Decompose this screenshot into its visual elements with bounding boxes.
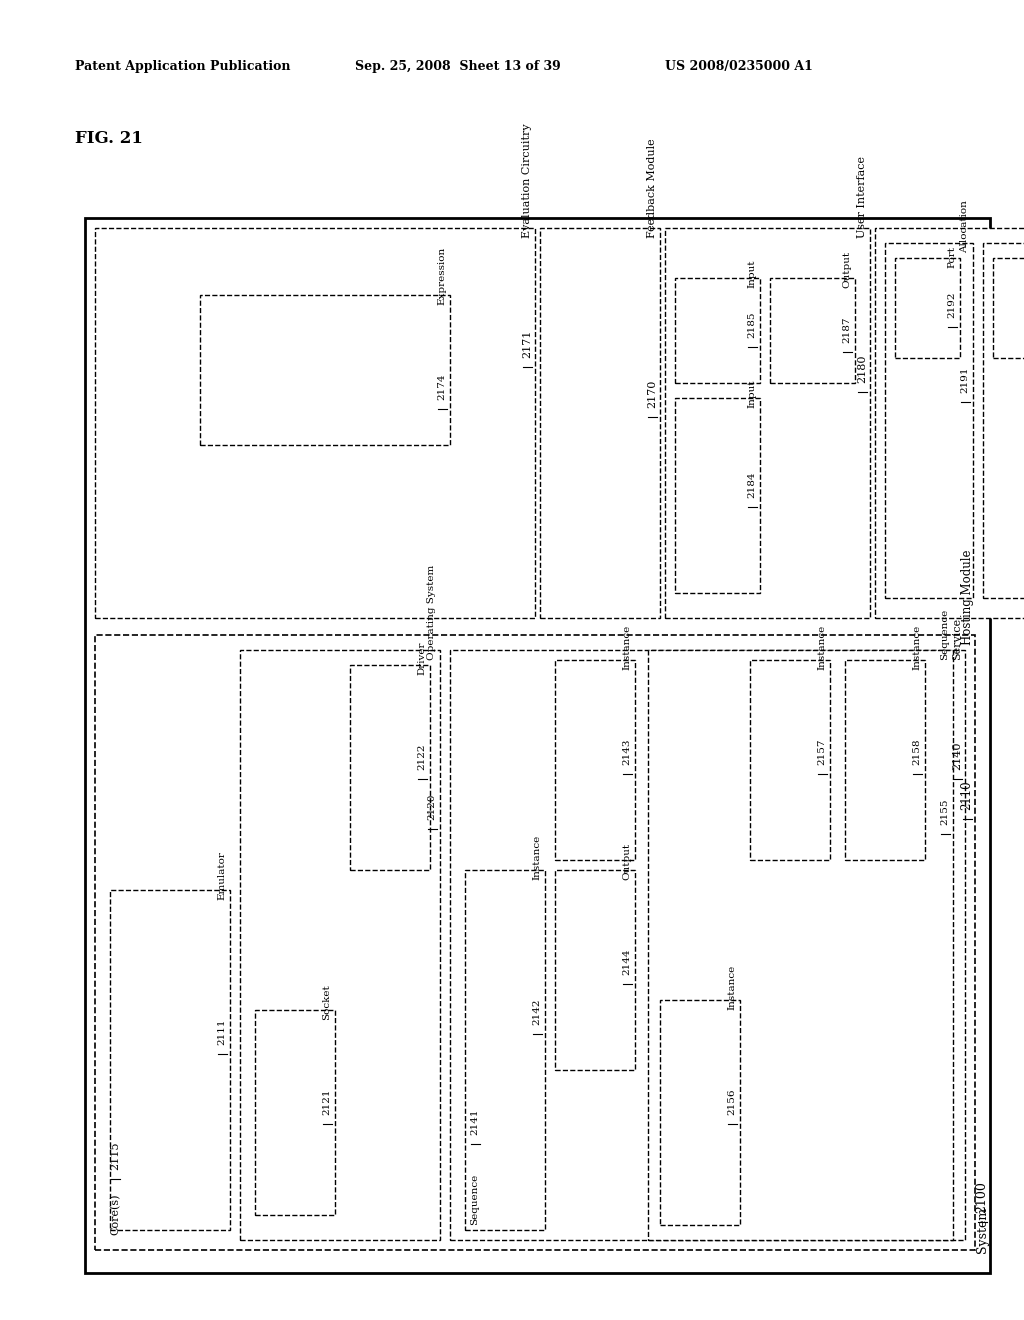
Text: Operating System: Operating System xyxy=(427,565,436,660)
Bar xyxy=(110,890,230,1230)
Text: 2187: 2187 xyxy=(843,317,852,343)
Bar xyxy=(555,870,635,1071)
Text: US 2008/0235000 A1: US 2008/0235000 A1 xyxy=(665,59,813,73)
Text: Allocation: Allocation xyxy=(961,201,970,253)
Bar xyxy=(665,228,870,618)
Bar xyxy=(255,1010,335,1214)
Bar xyxy=(465,870,545,1230)
Text: 2174: 2174 xyxy=(437,374,446,400)
Text: Instance: Instance xyxy=(623,624,632,671)
Text: Expression: Expression xyxy=(437,247,446,305)
Text: Emulator: Emulator xyxy=(217,851,226,900)
Text: 2111: 2111 xyxy=(217,1019,226,1045)
Text: 2184: 2184 xyxy=(748,471,757,498)
Text: Output: Output xyxy=(843,251,852,288)
Bar xyxy=(983,243,1024,598)
Text: Evaluation Circuitry: Evaluation Circuitry xyxy=(522,123,532,238)
Text: 2170: 2170 xyxy=(647,380,657,408)
Text: 2110: 2110 xyxy=(961,780,974,810)
Text: Instance: Instance xyxy=(817,624,826,671)
Bar xyxy=(770,279,855,383)
Text: Driver: Driver xyxy=(418,642,427,675)
Text: 2115: 2115 xyxy=(110,1142,120,1170)
Bar xyxy=(675,279,760,383)
Bar xyxy=(845,660,925,861)
Bar xyxy=(648,649,953,1239)
Text: 2142: 2142 xyxy=(532,998,542,1026)
Bar xyxy=(85,218,990,1272)
Bar xyxy=(750,660,830,861)
Text: 2141: 2141 xyxy=(470,1109,479,1135)
Text: Service: Service xyxy=(952,618,962,660)
Bar xyxy=(95,228,535,618)
Text: 2185: 2185 xyxy=(748,312,757,338)
Text: 2180: 2180 xyxy=(857,355,867,383)
Bar xyxy=(95,635,975,1250)
Text: 2121: 2121 xyxy=(323,1089,332,1115)
Bar xyxy=(450,649,965,1239)
Bar xyxy=(540,228,660,618)
Text: Instance: Instance xyxy=(532,834,542,880)
Text: Input: Input xyxy=(748,380,757,408)
Text: Patent Application Publication: Patent Application Publication xyxy=(75,59,291,73)
Text: Instance: Instance xyxy=(727,965,736,1010)
Text: 2100: 2100 xyxy=(976,1181,988,1213)
Text: 2156: 2156 xyxy=(727,1089,736,1115)
Bar xyxy=(675,399,760,593)
Bar xyxy=(350,665,430,870)
Text: Socket: Socket xyxy=(323,985,332,1020)
Bar xyxy=(240,649,440,1239)
Text: Input: Input xyxy=(748,260,757,288)
Bar xyxy=(200,294,450,445)
Text: 2191: 2191 xyxy=(961,367,970,393)
Text: Sep. 25, 2008  Sheet 13 of 39: Sep. 25, 2008 Sheet 13 of 39 xyxy=(355,59,561,73)
Bar xyxy=(885,243,973,598)
Text: Instance: Instance xyxy=(912,624,922,671)
Text: Output: Output xyxy=(623,843,632,880)
Text: Core(s): Core(s) xyxy=(110,1193,120,1236)
Text: Sequence: Sequence xyxy=(940,609,949,660)
Bar xyxy=(895,257,961,358)
Text: Hosting Module: Hosting Module xyxy=(961,549,974,645)
Bar xyxy=(993,257,1024,358)
Text: 2122: 2122 xyxy=(418,743,427,770)
Text: 2158: 2158 xyxy=(912,738,922,766)
Text: System: System xyxy=(976,1206,988,1253)
Bar xyxy=(660,1001,740,1225)
Text: Feedback Module: Feedback Module xyxy=(647,139,657,238)
Text: 2143: 2143 xyxy=(623,738,632,766)
Text: Sequence: Sequence xyxy=(470,1173,479,1225)
Text: 2120: 2120 xyxy=(427,793,436,820)
Text: User Interface: User Interface xyxy=(857,156,867,238)
Text: Port: Port xyxy=(947,246,956,268)
Text: 2157: 2157 xyxy=(817,738,826,766)
Text: 2140: 2140 xyxy=(952,742,962,770)
Bar xyxy=(874,228,1024,618)
Text: 2155: 2155 xyxy=(940,799,949,825)
Text: 2192: 2192 xyxy=(947,292,956,318)
Text: 2144: 2144 xyxy=(623,949,632,975)
Text: 2171: 2171 xyxy=(522,330,532,358)
Text: FIG. 21: FIG. 21 xyxy=(75,129,143,147)
Bar xyxy=(555,660,635,861)
